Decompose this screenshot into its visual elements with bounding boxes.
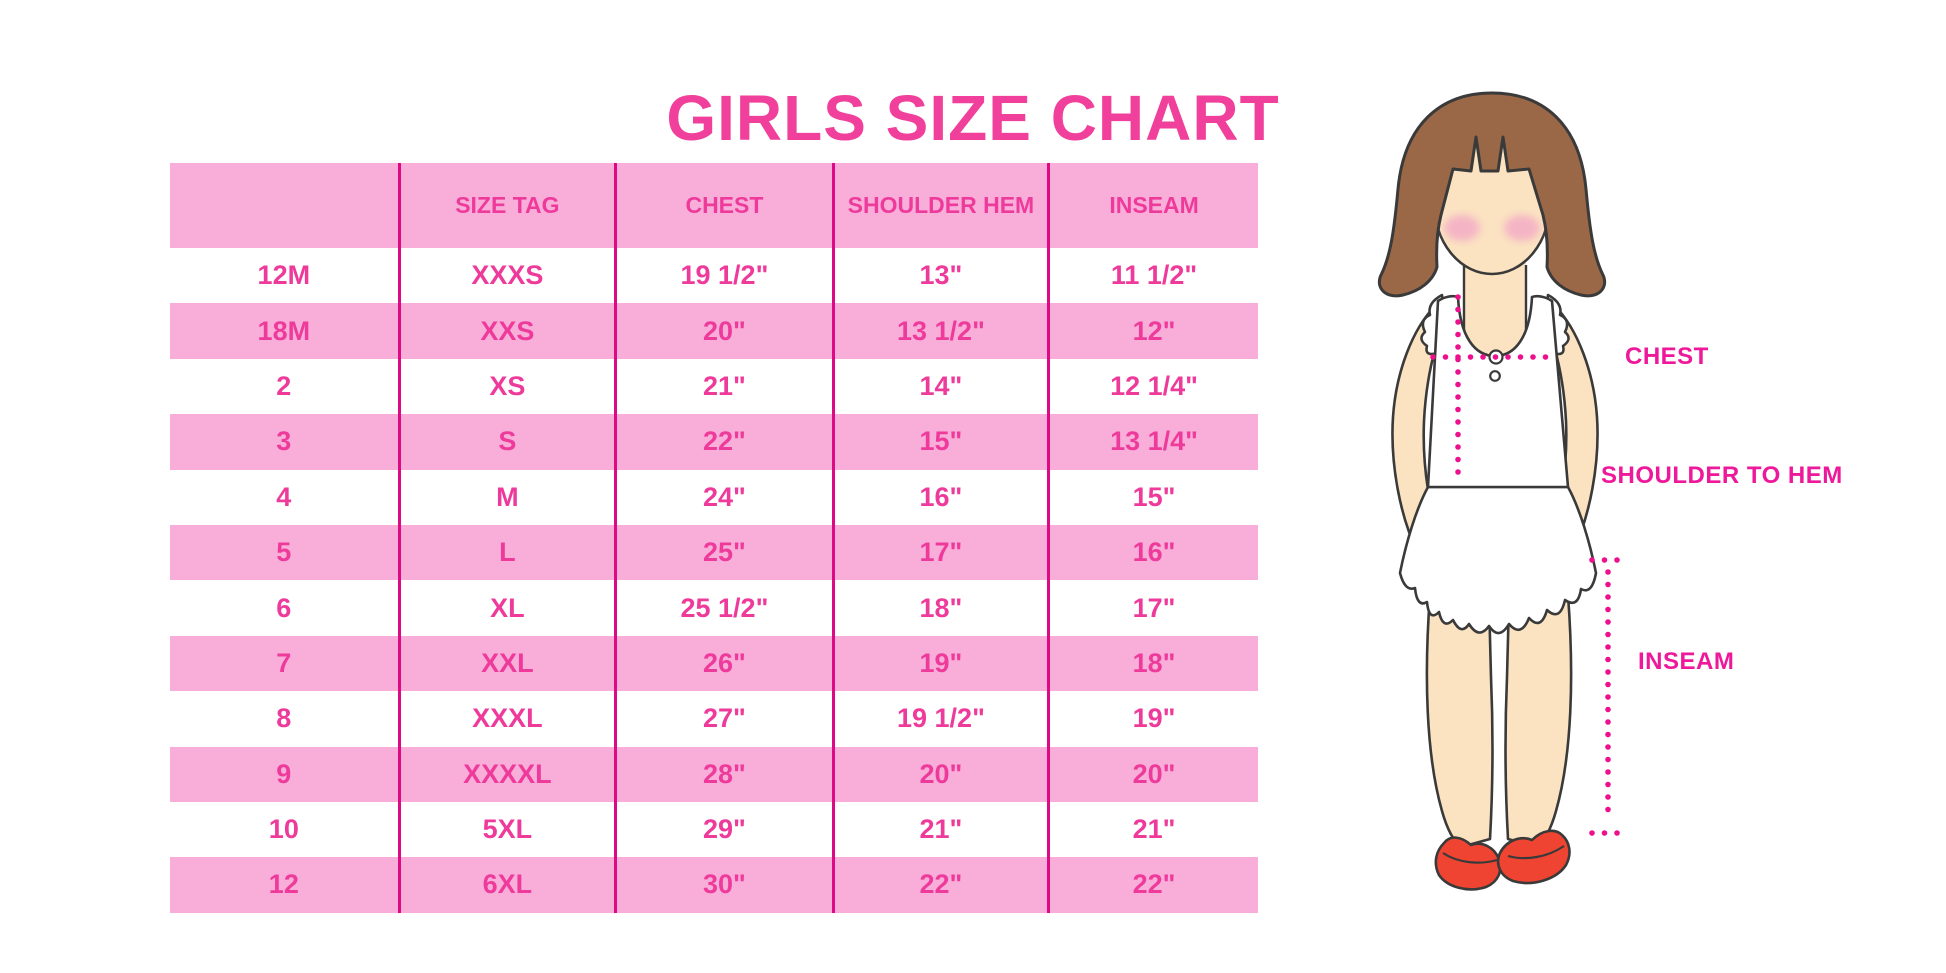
chest-label: CHEST	[1625, 343, 1709, 370]
table-cell: 26"	[617, 635, 835, 692]
table-cell: 22"	[617, 414, 835, 470]
table-cell: 12"	[1132, 315, 1176, 346]
table-cell: 22"	[835, 857, 1051, 913]
table-cell: 7	[170, 635, 401, 692]
table-cell: 21"	[617, 358, 835, 415]
table-row: 3 S 22" 15" 13 1/4"	[170, 414, 1258, 470]
table-cell: 15"	[835, 414, 1051, 470]
table-cell: 4	[170, 469, 401, 525]
girl-right-shoe-strap	[1507, 845, 1565, 860]
table-cell: 20"	[617, 303, 835, 359]
table-cell: 24"	[617, 469, 835, 525]
table-cell: 21"	[1132, 814, 1176, 845]
girl-top-button	[1489, 370, 1501, 382]
table-cell: 17"	[1132, 592, 1176, 623]
girl-blush-right	[1504, 215, 1540, 241]
table-row: 10 5XL 29" 21" 21"	[170, 801, 1258, 858]
table-row: 4 M 24" 16" 15"	[170, 469, 1258, 525]
table-cell: 9	[170, 746, 401, 802]
table-row: 7 XXL 26" 19" 18"	[170, 635, 1258, 692]
page-title: GIRLS SIZE CHART	[666, 81, 1280, 154]
table-body: 12M XXXS 19 1/2" 13" 11 1/2" 18M XXS 20" 13 1/2"…	[170, 248, 1258, 913]
table-cell: 6	[170, 580, 401, 636]
size-chart-table: SIZE TAG CHEST SHOULDER HEM INSEAM 12M XXXS 1…	[170, 163, 1258, 913]
table-row: 12M XXXS 19 1/2" 13" 11 1/2"	[170, 248, 1258, 304]
table-row: 5 L 25" 17" 16"	[170, 524, 1258, 581]
table-cell: 18M	[170, 303, 401, 359]
table-row: 9 XXXXL 28" 20" 20"	[170, 746, 1258, 802]
table-cell: 16"	[1132, 537, 1176, 568]
table-cell: 20"	[835, 746, 1051, 802]
table-cell: 29"	[617, 801, 835, 858]
table-cell: 22"	[1132, 869, 1176, 900]
girl-right-leg	[1504, 593, 1573, 849]
header-cell: SIZE TAG	[401, 163, 618, 248]
table-cell: XXXL	[401, 691, 618, 747]
header-cell: INSEAM	[1109, 192, 1199, 218]
header-cell: CHEST	[617, 163, 835, 248]
table-row: 2 XS 21" 14" 12 1/4"	[170, 358, 1258, 415]
table-cell: XXXXL	[401, 746, 618, 802]
table-cell: XL	[401, 580, 618, 636]
table-cell: 27"	[617, 691, 835, 747]
table-cell: 2	[170, 358, 401, 415]
table-row: 18M XXS 20" 13 1/2" 12"	[170, 303, 1258, 359]
girl-neck	[1464, 260, 1526, 355]
table-row: 8 XXXL 27" 19 1/2" 19"	[170, 691, 1258, 747]
table-cell: 17"	[835, 524, 1051, 581]
table-cell: XS	[401, 358, 618, 415]
table-cell: XXXS	[401, 248, 618, 304]
table-cell: 3	[170, 414, 401, 470]
table-cell: 13 1/4"	[1110, 426, 1198, 457]
girl-illustration	[1340, 85, 1670, 925]
table-cell: 6XL	[401, 857, 618, 913]
table-cell: 13"	[835, 248, 1051, 304]
table-cell: 12M	[170, 248, 401, 304]
header-cell	[170, 163, 401, 248]
table-cell: 20"	[1132, 758, 1176, 789]
table-cell: 12 1/4"	[1110, 370, 1198, 401]
table-cell: 19"	[1132, 703, 1176, 734]
inseam-label: INSEAM	[1638, 648, 1735, 675]
girl-skirt	[1398, 485, 1598, 635]
table-cell: 18"	[835, 580, 1051, 636]
table-cell: 13 1/2"	[835, 303, 1051, 359]
table-cell: 19 1/2"	[835, 691, 1051, 747]
table-header-row: SIZE TAG CHEST SHOULDER HEM INSEAM	[170, 163, 1258, 248]
table-cell: L	[401, 524, 618, 581]
table-cell: 19"	[835, 635, 1051, 692]
table-cell: XXL	[401, 635, 618, 692]
table-cell: 16"	[835, 469, 1051, 525]
table-cell: 5XL	[401, 801, 618, 858]
header-cell: SHOULDER HEM	[835, 163, 1051, 248]
table-cell: XXS	[401, 303, 618, 359]
table-cell: 19 1/2"	[617, 248, 835, 304]
table-cell: 10	[170, 801, 401, 858]
table-cell: 30"	[617, 857, 835, 913]
girl-left-shoe	[1434, 836, 1502, 891]
table-row: 6 XL 25 1/2" 18" 17"	[170, 580, 1258, 636]
table-cell: 8	[170, 691, 401, 747]
table-cell: 11 1/2"	[1110, 260, 1198, 291]
table-cell: 25"	[617, 524, 835, 581]
girl-hair	[1378, 91, 1606, 298]
girl-left-shoe-strap	[1442, 852, 1498, 864]
table-cell: 18"	[1132, 647, 1176, 678]
table-cell: 5	[170, 524, 401, 581]
shoulder-to-hem-label: SHOULDER TO HEM	[1601, 462, 1843, 489]
girl-blush-left	[1444, 215, 1480, 241]
table-cell: 21"	[835, 801, 1051, 858]
table-cell: S	[401, 414, 618, 470]
table-cell: 25 1/2"	[617, 580, 835, 636]
table-cell: 12	[170, 857, 401, 913]
table-cell: M	[401, 469, 618, 525]
table-cell: 15"	[1132, 481, 1176, 512]
table-cell: 28"	[617, 746, 835, 802]
table-cell: 14"	[835, 358, 1051, 415]
girl-figure-svg	[1378, 91, 1627, 891]
girl-left-leg	[1425, 593, 1494, 849]
table-row: 12 6XL 30" 22" 22"	[170, 857, 1258, 913]
